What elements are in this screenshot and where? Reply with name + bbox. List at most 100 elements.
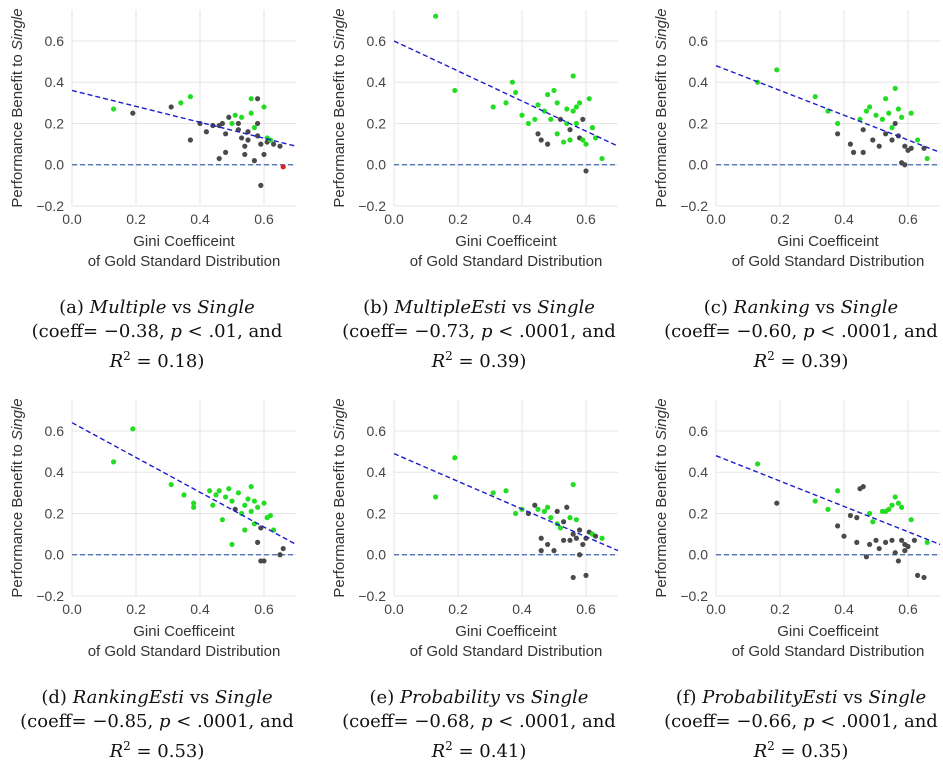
data-point: [178, 100, 184, 106]
data-point: [889, 537, 895, 543]
data-point: [280, 545, 286, 552]
data-point: [908, 110, 914, 116]
x-tick-label: 0.6: [576, 601, 596, 617]
data-point: [895, 500, 901, 506]
data-point: [239, 114, 245, 120]
data-point: [168, 481, 174, 488]
caption-r2: R2 = 0.39): [431, 349, 527, 372]
x-axis-label-line2: of Gold Standard Distribution: [410, 253, 603, 270]
data-point: [255, 539, 261, 545]
caption-r2: R2 = 0.39): [753, 349, 849, 372]
data-point: [573, 104, 579, 110]
data-point: [876, 545, 882, 552]
x-tick-label: 0.0: [62, 211, 82, 227]
data-point: [191, 500, 197, 506]
x-axis-label-line1: Gini Coefficeint: [777, 623, 879, 640]
data-point: [541, 508, 547, 515]
y-tick-label: 0.6: [367, 423, 387, 439]
data-point: [883, 96, 889, 102]
data-point: [181, 492, 187, 498]
y-tick-label: 0.0: [367, 547, 387, 563]
y-axis-label: Performance Benefit to Single: [653, 398, 670, 597]
y-axis-label: Performance Benefit to Single: [9, 398, 26, 597]
data-point: [867, 541, 873, 548]
data-point: [889, 502, 895, 508]
data-point: [545, 141, 551, 147]
y-tick-label: 0.4: [689, 74, 709, 90]
data-point: [573, 535, 579, 541]
data-point: [111, 459, 117, 465]
data-point: [280, 164, 286, 170]
y-tick-label: 0.6: [689, 33, 709, 49]
y-tick-label: 0.4: [45, 74, 65, 90]
y-tick-label: 0.0: [689, 157, 709, 173]
data-point: [567, 127, 573, 133]
data-point: [873, 112, 879, 118]
data-point: [570, 481, 576, 488]
data-point: [245, 129, 251, 135]
data-point: [248, 96, 254, 102]
data-point: [261, 104, 267, 110]
data-point: [535, 131, 541, 137]
data-point: [187, 94, 193, 100]
x-tick-label: 0.6: [254, 211, 274, 227]
chart-caption: (d) RankingEsti vs Single (coeff= −0.85, …: [0, 686, 314, 764]
data-point: [589, 125, 595, 131]
y-tick-label: −0.2: [36, 588, 64, 604]
x-tick-label: 0.0: [62, 601, 82, 617]
data-point: [841, 533, 847, 539]
y-axis-label: Performance Benefit to Single: [653, 8, 670, 207]
data-point: [261, 151, 267, 158]
x-tick-label: 0.2: [770, 601, 790, 617]
data-point: [573, 517, 579, 523]
caption-stats: (coeff= −0.73, p < .0001, and: [342, 321, 616, 342]
data-point: [551, 87, 557, 94]
data-point: [452, 455, 458, 461]
data-point: [554, 100, 560, 106]
data-point: [873, 537, 879, 543]
data-point: [226, 114, 232, 120]
y-tick-label: 0.0: [45, 547, 65, 563]
data-point: [433, 13, 439, 19]
data-point: [577, 100, 583, 106]
data-point: [245, 137, 251, 143]
data-point: [915, 137, 921, 143]
data-point: [899, 537, 905, 543]
data-point: [548, 515, 554, 521]
y-tick-label: 0.4: [367, 464, 387, 480]
data-point: [235, 490, 241, 496]
data-point: [570, 531, 576, 537]
caption-stats: (coeff= −0.38, p < .01, and: [31, 321, 283, 342]
data-point: [267, 512, 273, 519]
data-point: [111, 106, 117, 112]
data-point: [564, 106, 570, 112]
regression-line: [71, 89, 297, 147]
data-point: [277, 143, 283, 149]
data-point: [879, 116, 885, 122]
data-point: [886, 506, 892, 512]
data-point: [860, 127, 866, 133]
data-point: [570, 73, 576, 79]
data-point: [203, 129, 209, 135]
data-point: [191, 504, 197, 510]
data-point: [219, 517, 225, 523]
x-tick-label: 0.4: [512, 601, 532, 617]
chart-caption: (e) Probability vs Single (coeff= −0.68, …: [322, 686, 636, 764]
data-point: [892, 550, 898, 556]
data-point: [535, 506, 541, 512]
data-point: [258, 141, 264, 147]
data-point: [251, 498, 257, 504]
x-tick-label: 0.6: [576, 211, 596, 227]
y-axis-label: Performance Benefit to Single: [9, 8, 26, 207]
data-point: [248, 484, 254, 490]
x-tick-label: 0.6: [898, 601, 918, 617]
data-point: [130, 426, 136, 432]
y-tick-label: −0.2: [680, 588, 708, 604]
x-axis-label-line2: of Gold Standard Distribution: [732, 643, 925, 660]
data-point: [905, 543, 911, 550]
data-point: [599, 155, 605, 162]
x-axis-label-line1: Gini Coefficeint: [455, 623, 557, 640]
caption-title: (e) Probability vs Single: [369, 687, 589, 708]
data-point: [892, 494, 898, 500]
